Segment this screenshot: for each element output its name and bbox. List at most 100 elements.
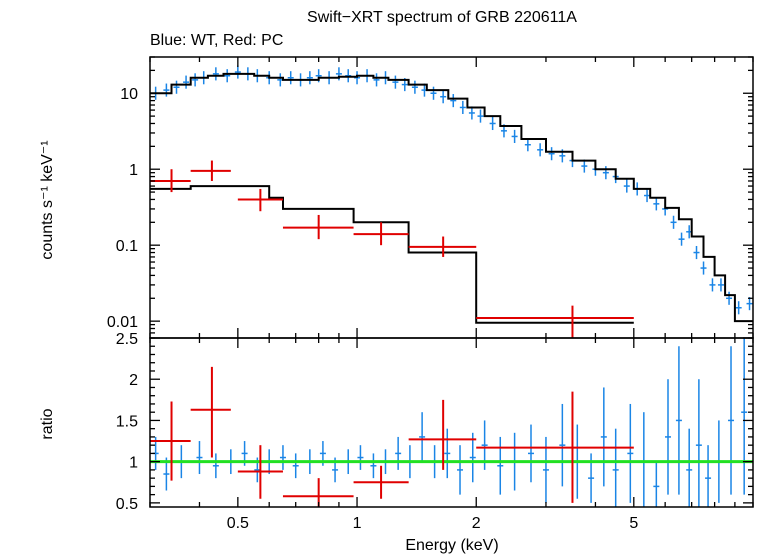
- wt-data-point: [644, 188, 651, 203]
- wt-data-point: [224, 69, 231, 83]
- wt-data-point: [623, 179, 630, 193]
- wt-ratio-point: [664, 379, 671, 495]
- y-axis-label-spectrum: counts s⁻¹ keV⁻¹: [39, 140, 56, 259]
- wt-data-point: [411, 80, 418, 94]
- wt-ratio-point: [395, 436, 402, 470]
- wt-ratio-point: [675, 346, 682, 495]
- wt-ratio-point: [457, 445, 464, 495]
- y-tick-label-ratio: 1: [129, 455, 138, 472]
- y-tick-label-spectrum: 1: [129, 162, 138, 179]
- y-tick-label-ratio: 0.5: [116, 496, 138, 513]
- wt-ratio-point: [370, 453, 377, 479]
- wt-data-point: [392, 75, 399, 89]
- wt-data-point: [581, 159, 588, 173]
- y-tick-label-spectrum: 0.01: [107, 314, 138, 331]
- pc-ratio-point: [237, 445, 283, 499]
- wt-data-point: [373, 73, 380, 87]
- wt-data-point: [537, 143, 544, 157]
- pc-data-point: [408, 236, 477, 257]
- wt-data-point: [450, 94, 457, 108]
- wt-data-point: [354, 71, 361, 85]
- x-tick-label: 0.5: [227, 515, 249, 532]
- wt-data-point: [726, 291, 733, 305]
- pc-ratio-point: [408, 399, 477, 470]
- wt-data-point: [430, 86, 437, 100]
- ratio-panel-frame: [149, 337, 754, 508]
- wt-ratio-point: [705, 445, 712, 507]
- wt-ratio-point: [627, 403, 634, 503]
- pc-data-point: [282, 214, 354, 240]
- wt-ratio-point: [653, 461, 660, 507]
- wt-ratio-point: [728, 346, 735, 495]
- wt-ratio-point: [469, 432, 476, 483]
- wt-data-point: [709, 278, 716, 292]
- x-tick-label: 1: [353, 515, 362, 532]
- wt-data-point: [746, 297, 753, 311]
- pc-ratio-point: [190, 366, 231, 458]
- wt-data-point: [717, 278, 724, 292]
- y-tick-label-ratio: 2: [129, 372, 138, 389]
- y-tick-label-spectrum: 10: [120, 86, 138, 103]
- wt-ratio-point: [741, 338, 748, 495]
- pc-ratio-point: [150, 401, 191, 481]
- y-tick-label-ratio: 1.5: [116, 413, 138, 430]
- wt-ratio-point: [357, 445, 364, 470]
- wt-ratio-point: [497, 436, 504, 495]
- wt-data-point: [511, 129, 518, 143]
- wt-data-point: [477, 109, 484, 123]
- wt-data-point: [287, 71, 294, 85]
- wt-ratio-point: [600, 387, 607, 487]
- wt-ratio-point: [419, 412, 426, 462]
- wt-ratio-point: [686, 428, 693, 507]
- wt-data-point: [602, 166, 609, 180]
- wt-ratio-point: [444, 428, 451, 479]
- pc-ratio-point: [353, 465, 409, 499]
- x-tick-label: 2: [472, 515, 481, 532]
- wt-ratio-point: [695, 379, 702, 507]
- wt-data-point: [489, 116, 496, 131]
- pc-model-line: [150, 185, 634, 324]
- wt-ratio-point: [559, 403, 566, 487]
- y-tick-label-spectrum: 0.1: [116, 238, 138, 255]
- wt-ratio-point: [640, 412, 647, 507]
- x-tick-label: 5: [629, 515, 638, 532]
- wt-ratio-point: [196, 441, 203, 475]
- x-axis-label: Energy (keV): [405, 537, 498, 554]
- wt-data-point: [234, 65, 241, 79]
- wt-data-point: [306, 71, 313, 85]
- pc-data-point: [150, 169, 191, 193]
- wt-data-point: [524, 138, 531, 152]
- wt-data-point: [735, 301, 742, 315]
- chart-subtitle: Blue: WT, Red: PC: [150, 32, 283, 49]
- wt-ratio-point: [212, 453, 219, 479]
- pc-data-point: [476, 305, 634, 338]
- wt-data-point: [440, 90, 447, 104]
- pc-data-point: [353, 222, 409, 246]
- spectrum-panel: [150, 65, 753, 338]
- chart-title: Swift−XRT spectrum of GRB 220611A: [307, 9, 577, 26]
- ratio-panel: [150, 338, 753, 507]
- pc-ratio-point: [476, 391, 634, 503]
- wt-data-point: [670, 215, 677, 229]
- wt-data-point: [192, 73, 199, 87]
- wt-data-point: [693, 245, 700, 260]
- axis-ticks: 0.5 1 2 5 0.01 0.1 1 10 0.5 1 1.5 2 2.5: [107, 56, 754, 532]
- y-tick-label-ratio: 2.5: [116, 331, 138, 348]
- wt-model-line: [150, 72, 753, 323]
- wt-ratio-point: [527, 424, 534, 483]
- wt-data-point: [700, 261, 707, 275]
- wt-data-point: [212, 67, 219, 81]
- wt-data-point: [459, 100, 466, 115]
- wt-ratio-point: [612, 428, 619, 507]
- pc-data-point: [190, 160, 231, 181]
- wt-data-point: [468, 106, 475, 120]
- pc-data-point: [237, 188, 283, 212]
- wt-data-point: [183, 75, 190, 89]
- wt-data-point: [548, 147, 555, 161]
- wt-data-point: [653, 197, 660, 211]
- wt-data-point: [173, 80, 180, 94]
- y-axis-label-ratio: ratio: [39, 408, 56, 439]
- wt-data-point: [163, 83, 170, 97]
- wt-data-point: [678, 232, 685, 246]
- wt-ratio-point: [292, 453, 299, 479]
